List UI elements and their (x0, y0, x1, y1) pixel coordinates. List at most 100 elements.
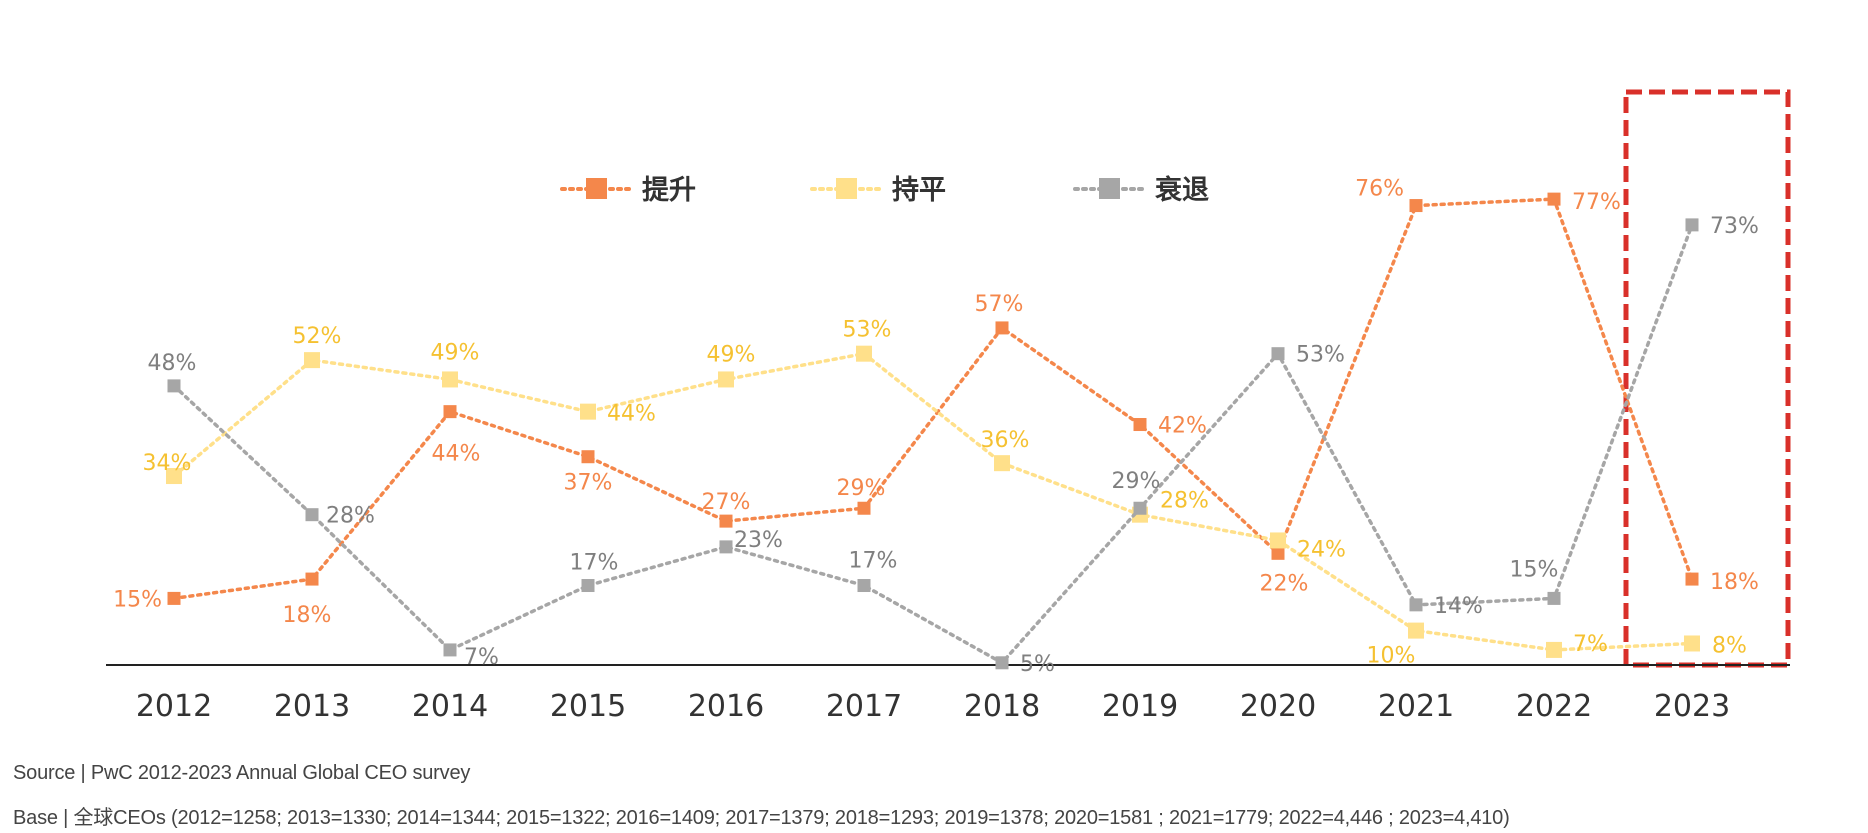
data-point (166, 468, 182, 485)
data-point (1547, 591, 1561, 605)
data-label: 7% (464, 645, 499, 670)
data-label: 10% (1367, 644, 1416, 669)
data-label: 52% (293, 324, 342, 349)
data-label: 15% (1510, 557, 1559, 582)
data-label: 36% (981, 428, 1030, 453)
line-chart: 2012 2013 2014 2015 2016 2017 2018 2019 2020 2021… (106, 89, 1791, 724)
data-label: 15% (113, 587, 162, 612)
data-label: 44% (432, 442, 481, 467)
x-tick-label: 2023 (1654, 689, 1730, 724)
data-label: 53% (1296, 343, 1345, 368)
highlight-layer (1623, 89, 1791, 668)
x-tick-label: 2019 (1102, 689, 1178, 724)
x-tick-label: 2012 (136, 689, 212, 724)
data-label: 18% (1710, 570, 1759, 595)
legend-label: 持平 (892, 175, 946, 206)
x-tick-label: 2022 (1516, 689, 1592, 724)
data-point (305, 508, 319, 522)
base-note: Base | 全球CEOs (2012=1258; 2013=1330; 201… (13, 807, 1510, 829)
data-point (1271, 546, 1285, 560)
legend-marker (586, 178, 607, 199)
legend-marker (836, 178, 857, 199)
data-label: 48% (148, 351, 197, 376)
data-point (304, 352, 320, 369)
data-label: 17% (570, 551, 619, 576)
data-point (857, 501, 871, 515)
series-line (172, 197, 1694, 601)
data-label: 42% (1158, 414, 1207, 439)
data-point (581, 579, 595, 593)
data-label: 27% (702, 490, 751, 515)
data-label: 34% (143, 451, 192, 476)
series-layer (166, 192, 1700, 670)
data-label: 28% (1160, 489, 1209, 514)
legend-label: 提升 (642, 175, 696, 206)
data-point (1685, 218, 1699, 232)
data-label: 8% (1712, 633, 1747, 658)
data-label: 53% (843, 318, 892, 343)
data-point (1409, 598, 1423, 612)
source-note: Source | PwC 2012-2023 Annual Global CEO… (13, 762, 471, 784)
legend-marker (1099, 178, 1120, 199)
data-label: 18% (283, 603, 332, 628)
series-line (172, 351, 1694, 652)
data-point (1408, 622, 1424, 639)
data-point (995, 321, 1009, 335)
x-tick-label: 2017 (826, 689, 902, 724)
data-point (580, 403, 596, 420)
data-point (718, 371, 734, 388)
data-point (1133, 501, 1147, 515)
data-label: 23% (734, 528, 783, 553)
legend-label: 衰退 (1155, 174, 1209, 206)
data-point (443, 643, 457, 657)
data-point (1546, 641, 1562, 658)
x-tick-label: 2020 (1240, 689, 1316, 724)
x-tick-label: 2014 (412, 689, 488, 724)
data-labels: 15% 18% 44% 37% 27% 29% 57% 42% 22% 76% 77% 18% 34% 5… (113, 177, 1759, 677)
data-point (443, 405, 457, 419)
data-point (719, 540, 733, 554)
data-label: 5% (1020, 652, 1055, 677)
data-label: 49% (431, 340, 480, 365)
data-point (305, 572, 319, 586)
data-point (857, 579, 871, 593)
highlight-box (1623, 89, 1791, 668)
data-point (995, 656, 1009, 670)
x-tick-label: 2016 (688, 689, 764, 724)
data-label: 24% (1297, 537, 1346, 562)
x-tick-label: 2013 (274, 689, 350, 724)
data-point (856, 345, 872, 362)
data-label: 73% (1710, 214, 1759, 239)
data-point (1684, 635, 1700, 652)
data-label: 37% (564, 471, 613, 496)
legend: 提升 持平 衰退 (560, 174, 1209, 206)
data-label: 14% (1434, 594, 1483, 619)
data-point (1685, 572, 1699, 586)
data-point (1547, 192, 1561, 206)
data-label: 76% (1355, 177, 1404, 202)
data-point (167, 379, 181, 393)
data-point (719, 514, 733, 528)
data-label: 49% (707, 342, 756, 367)
data-label: 28% (326, 504, 375, 529)
data-point (1133, 418, 1147, 432)
series-line (172, 223, 1694, 666)
data-label: 57% (975, 292, 1024, 317)
data-label: 7% (1573, 632, 1608, 657)
x-tick-label: 2015 (550, 689, 626, 724)
data-point (442, 371, 458, 388)
data-label: 17% (849, 549, 898, 574)
data-label: 22% (1260, 571, 1309, 596)
x-tick-label: 2021 (1378, 689, 1454, 724)
x-axis: 2012 2013 2014 2015 2016 2017 2018 2019 2020 2021… (106, 664, 1790, 724)
data-point (994, 455, 1010, 472)
data-point (1409, 199, 1423, 213)
data-point (167, 591, 181, 605)
data-label: 77% (1572, 190, 1621, 215)
data-label: 29% (837, 476, 886, 501)
data-label: 44% (607, 402, 656, 427)
data-point (1270, 532, 1286, 549)
data-point (1271, 347, 1285, 361)
data-label: 29% (1112, 469, 1161, 494)
x-tick-label: 2018 (964, 689, 1040, 724)
